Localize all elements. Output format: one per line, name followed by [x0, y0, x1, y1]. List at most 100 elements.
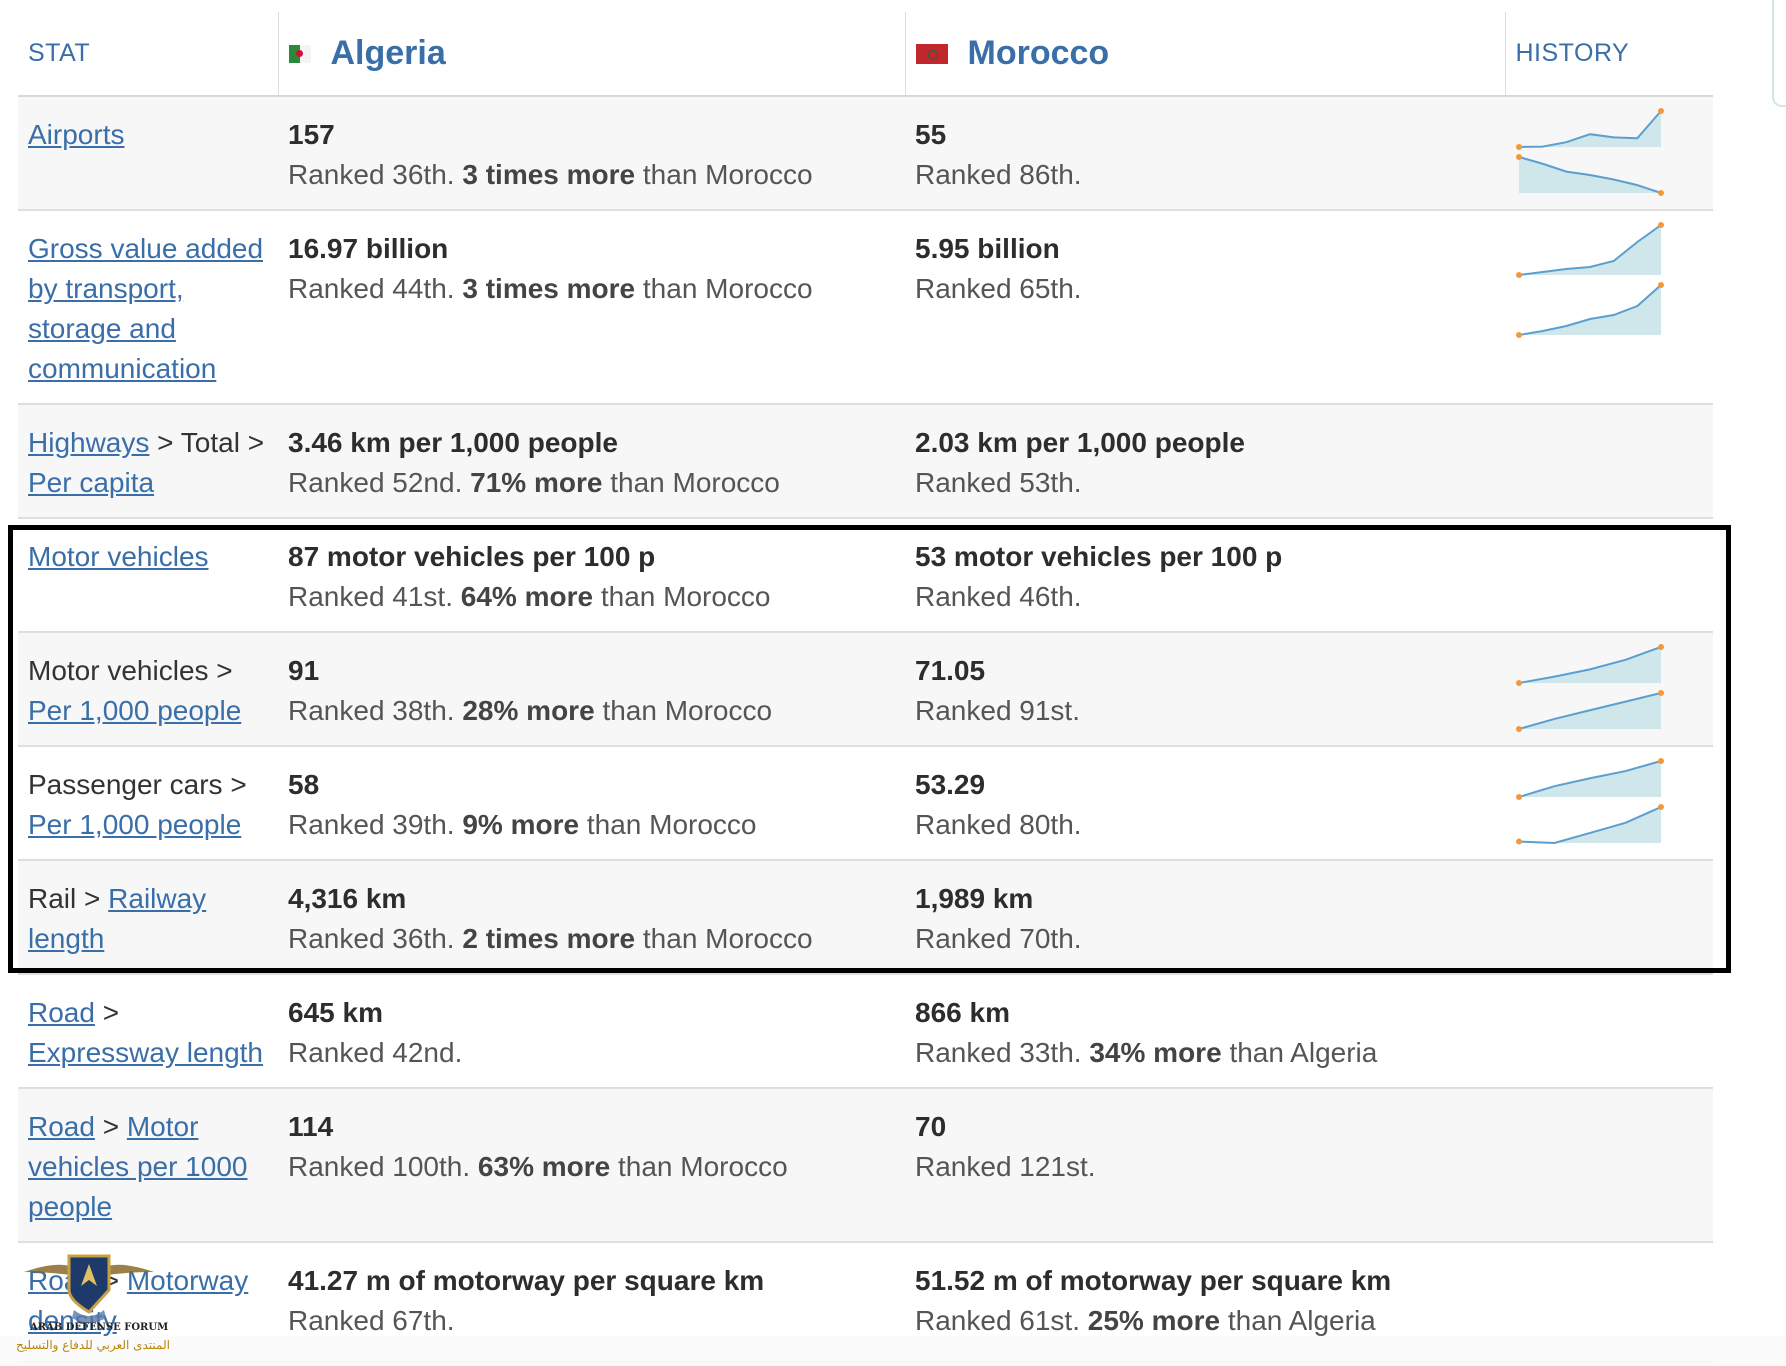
stat-link[interactable]: Road	[28, 997, 95, 1028]
morocco-column-header[interactable]: Morocco	[904, 12, 1505, 97]
table-row: Highways > Total > Per capita 3.46 km per…	[18, 404, 1713, 519]
sparkline-endpoint	[1658, 222, 1664, 228]
comparison-target: than Morocco	[600, 581, 771, 612]
stat-value: 645 km	[288, 997, 383, 1028]
morocco-value-cell: 2.03 km per 1,000 people Ranked 53th.	[905, 404, 1505, 519]
sparkline-area	[1519, 285, 1661, 335]
rank-text: Ranked 61st. 25% more than Algeria	[915, 1301, 1495, 1341]
history-sparkline[interactable]	[1515, 641, 1665, 733]
morocco-value-cell: 71.05 Ranked 91st.	[905, 632, 1505, 747]
rank-position: Ranked 53th.	[915, 467, 1082, 498]
sparkline-area	[1519, 225, 1661, 275]
table-row: Rail > Railway length 4,316 km Ranked 36th…	[18, 860, 1713, 975]
morocco-value-cell: 53.29 Ranked 80th.	[905, 746, 1505, 861]
rank-position: Ranked 42nd.	[288, 1037, 463, 1068]
stat-link[interactable]: Per capita	[28, 467, 155, 498]
algeria-column-header[interactable]: Algeria	[277, 12, 905, 97]
rank-text: Ranked 39th. 9% more than Morocco	[288, 805, 895, 845]
stat-column-header[interactable]: STAT	[18, 12, 278, 97]
comparison-amount: 25% more	[1087, 1305, 1221, 1336]
rank-position: Ranked 61st.	[915, 1305, 1080, 1336]
algeria-flag-icon	[288, 44, 311, 63]
algeria-value-cell: 58 Ranked 39th. 9% more than Morocco	[278, 746, 905, 861]
rank-position: Ranked 36th.	[288, 159, 455, 190]
stat-value: 3.46 km per 1,000 people	[288, 427, 618, 458]
sparkline-endpoint	[1658, 690, 1664, 696]
sparkline-line	[1518, 110, 1662, 148]
morocco-value-cell: 53 motor vehicles per 100 p Ranked 46th.	[905, 518, 1505, 633]
rank-position: Ranked 41st.	[288, 581, 453, 612]
sparkline-line	[1518, 806, 1662, 845]
history-sparkline[interactable]	[1515, 105, 1665, 197]
rank-text: Ranked 67th.	[288, 1301, 895, 1341]
stat-value: 53 motor vehicles per 100 p	[915, 541, 1283, 572]
stat-value: 41.27 m of motorway per square km	[288, 1265, 765, 1296]
rank-text: Ranked 65th.	[915, 269, 1495, 309]
rank-text: Ranked 42nd.	[288, 1033, 895, 1073]
stat-link[interactable]: Motor vehicles	[28, 541, 209, 572]
rank-position: Ranked 91st.	[915, 695, 1080, 726]
rank-text: Ranked 41st. 64% more than Morocco	[288, 577, 895, 617]
stat-cell: Motor vehicles > Per 1,000 people	[18, 632, 278, 747]
stat-link[interactable]: Gross value added by transport, storage …	[28, 233, 264, 384]
rank-position: Ranked 65th.	[915, 273, 1082, 304]
history-header-label: HISTORY	[1515, 39, 1630, 67]
stat-value: 114	[288, 1111, 334, 1142]
history-cell	[1505, 96, 1713, 211]
rank-text: Ranked 38th. 28% more than Morocco	[288, 691, 895, 731]
algeria-value-cell: 645 km Ranked 42nd.	[278, 974, 905, 1089]
history-cell	[1505, 518, 1713, 633]
stat-value: 58	[288, 769, 320, 800]
comparison-target: than Morocco	[642, 923, 813, 954]
stat-link[interactable]: Motor vehicles per 1000 people	[28, 1111, 248, 1222]
sparkline-endpoint	[1516, 838, 1522, 845]
comparison-target: than Algeria	[1229, 1037, 1378, 1068]
shield-emblem-icon	[24, 1254, 154, 1323]
table-row: Road > Expressway length 645 km Ranked 42n…	[18, 974, 1713, 1089]
rank-position: Ranked 100th.	[288, 1151, 471, 1182]
comparison-amount: 63% more	[477, 1151, 611, 1182]
algeria-value-cell: 4,316 km Ranked 36th. 2 times more than M…	[278, 860, 905, 975]
rank-text: Ranked 52nd. 71% more than Morocco	[288, 463, 895, 503]
sparkline-endpoint	[1516, 332, 1522, 338]
stat-link[interactable]: Per 1,000 people	[28, 695, 242, 726]
rank-text: Ranked 33th. 34% more than Algeria	[915, 1033, 1495, 1073]
stat-value: 53.29	[915, 769, 986, 800]
stat-text: > Total >	[149, 427, 265, 458]
sparkline-endpoint	[1516, 154, 1522, 160]
rank-position: Ranked 36th.	[288, 923, 455, 954]
sparkline-line	[1518, 760, 1662, 798]
rank-text: Ranked 121st.	[915, 1147, 1495, 1187]
history-sparkline[interactable]	[1515, 219, 1665, 339]
rank-position: Ranked 44th.	[288, 273, 455, 304]
stat-cell: Road > Motor vehicles per 1000 people	[18, 1088, 278, 1243]
morocco-flag-icon	[915, 43, 948, 64]
rank-text: Ranked 91st.	[915, 691, 1495, 731]
stat-link[interactable]: Per 1,000 people	[28, 809, 242, 840]
algeria-value-cell: 157 Ranked 36th. 3 times more than Morocc…	[278, 96, 905, 211]
rank-position: Ranked 46th.	[915, 581, 1082, 612]
stat-value: 2.03 km per 1,000 people	[915, 427, 1245, 458]
sparkline-line	[1518, 224, 1662, 276]
scroll-edge-decoration	[1772, 0, 1786, 107]
comparison-target: than Algeria	[1227, 1305, 1376, 1336]
comparison-target: than Morocco	[642, 159, 813, 190]
rank-position: Ranked 80th.	[915, 809, 1082, 840]
sparkline-endpoint	[1516, 272, 1522, 278]
rank-text: Ranked 86th.	[915, 155, 1495, 195]
stat-link[interactable]: Railway length	[28, 883, 207, 954]
rank-text: Ranked 36th. 3 times more than Morocco	[288, 155, 895, 195]
stat-link[interactable]: Highways	[28, 427, 150, 458]
stat-text: Rail >	[28, 883, 109, 914]
stat-link[interactable]: Airports	[28, 119, 125, 150]
sparkline-endpoint	[1658, 108, 1664, 114]
comparison-amount: 64% more	[460, 581, 594, 612]
watermark-subtitle: المنتدى العربي للدفاع والتسليح	[16, 1338, 170, 1352]
table-header-row: STAT Algeria Morocco HISTORY	[18, 12, 1713, 97]
stat-link[interactable]: Road	[28, 1111, 95, 1142]
algeria-value-cell: 114 Ranked 100th. 63% more than Morocco	[278, 1088, 905, 1243]
stat-link[interactable]: Expressway length	[28, 1037, 264, 1068]
sparkline-line	[1518, 692, 1662, 730]
stat-value: 4,316 km	[288, 883, 407, 914]
history-sparkline[interactable]	[1515, 755, 1665, 847]
